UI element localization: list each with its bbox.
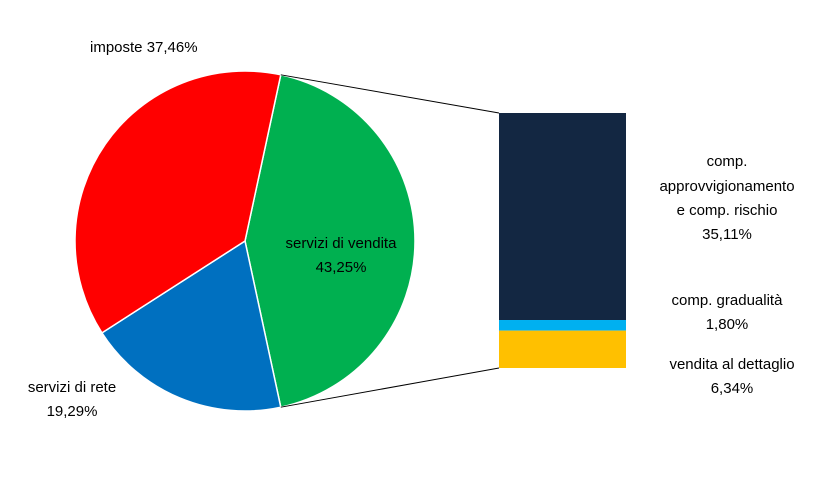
- bar-segment-comp-gradualit-: [499, 320, 626, 331]
- pie-label-vendita-name: servizi di vendita: [286, 235, 398, 252]
- bar-label-dettaglio-name: vendita al dettaglio: [669, 356, 794, 373]
- pie: [74, 70, 416, 412]
- bar-label-approvvigionamento-1: comp.: [707, 153, 748, 170]
- bar-label-gradualita-name: comp. gradualità: [672, 292, 784, 309]
- pie-label-imposte: imposte 37,46%: [90, 39, 198, 56]
- connector-top: [280, 74, 500, 114]
- pie-label-rete-name: servizi di rete: [28, 379, 116, 396]
- pie-slice-servizi-di-rete: [100, 239, 282, 412]
- stacked-bar: [499, 113, 626, 368]
- bar-label-approvvigionamento-3: e comp. rischio: [677, 202, 778, 219]
- pie-label-rete-value: 19,29%: [47, 403, 98, 420]
- bar-label-dettaglio-value: 6,34%: [711, 380, 754, 397]
- pie-slice-imposte: [74, 70, 282, 334]
- pie-slice-servizi-di-vendita: [244, 73, 416, 409]
- pie-label-vendita-value: 43,25%: [316, 259, 367, 276]
- connector-lines: [280, 74, 500, 408]
- bar-label-approvvigionamento-2: approvvigionamento: [659, 178, 794, 195]
- connector-bottom: [280, 367, 500, 408]
- bar-label-gradualita-value: 1,80%: [706, 316, 749, 333]
- bar-segment-comp-approvvigionamento-e-comp-rischio: [499, 113, 626, 321]
- bar-label-approvvigionamento-value: 35,11%: [702, 226, 752, 243]
- bar-segment-vendita-al-dettaglio: [499, 330, 626, 368]
